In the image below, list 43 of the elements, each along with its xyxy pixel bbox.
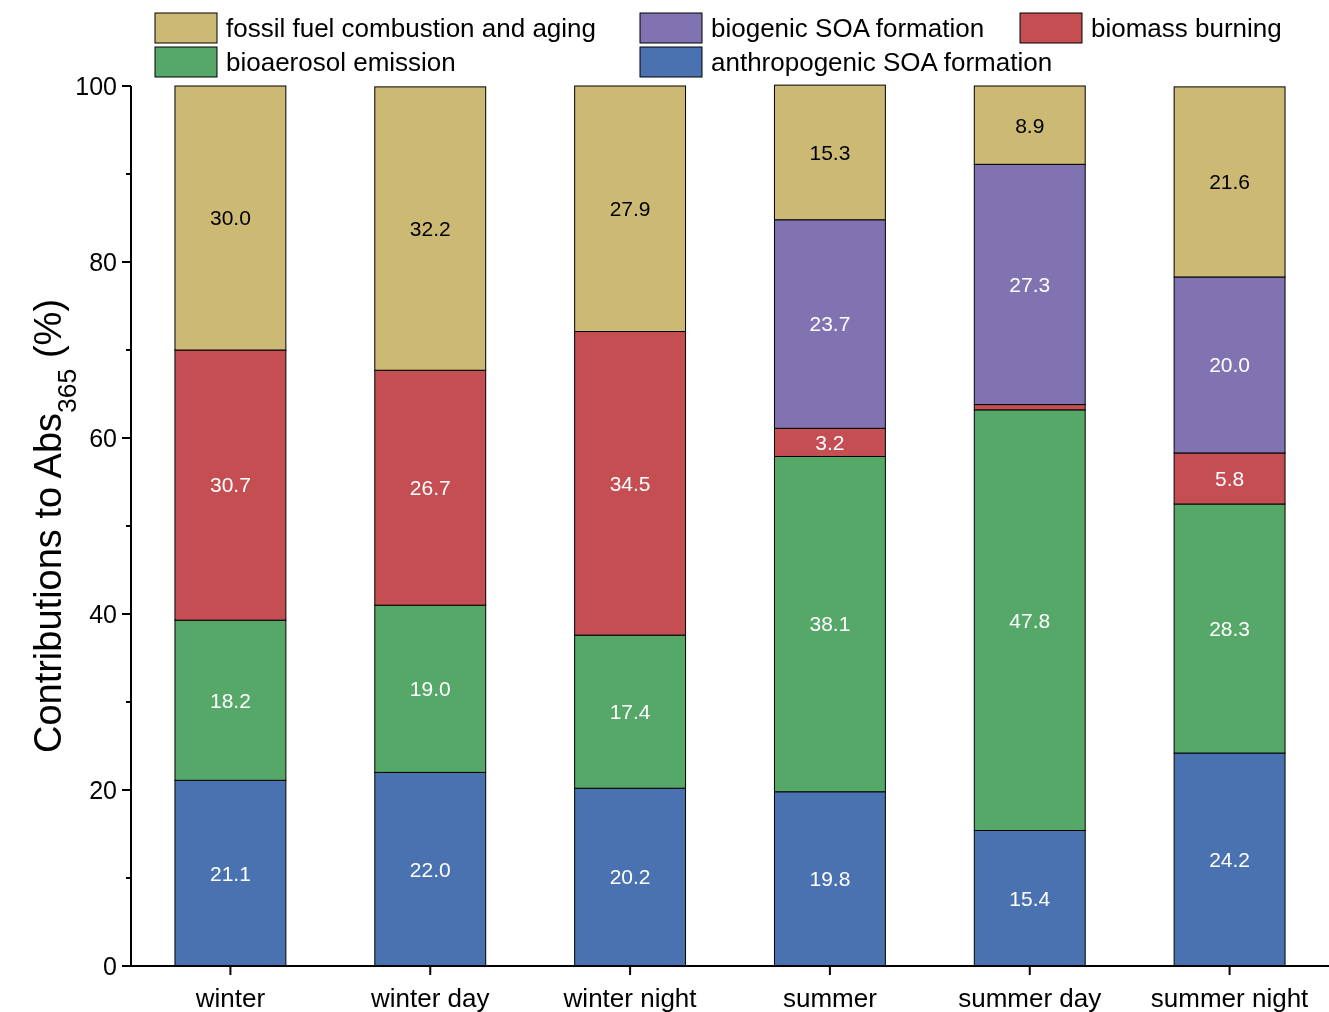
data-label: 28.3 (1209, 616, 1251, 640)
data-label: 20.0 (1209, 353, 1251, 377)
data-label: 27.3 (1009, 272, 1051, 296)
data-label: 27.9 (609, 197, 651, 221)
y-tick-label: 60 (89, 423, 117, 452)
data-label: 3.2 (815, 430, 845, 454)
y-tick-label: 80 (89, 247, 117, 276)
data-label: 24.2 (1209, 847, 1251, 871)
data-label: 17.4 (609, 700, 651, 724)
x-tick-label: winter day (370, 983, 490, 1012)
x-tick-label: summer day (958, 983, 1102, 1012)
data-label: 5.8 (1214, 466, 1245, 490)
x-tick-label: winter night (562, 983, 698, 1012)
x-tick-label: summer (782, 983, 878, 1012)
data-label: 30.0 (209, 206, 251, 230)
legend-label: biogenic SOA formation (711, 13, 985, 44)
data-label: 34.5 (609, 471, 651, 495)
data-label: 47.8 (1009, 608, 1051, 632)
data-label: 30.7 (209, 473, 251, 497)
y-tick-label: 40 (89, 599, 117, 628)
data-label: 15.4 (1009, 886, 1051, 910)
data-label: 21.6 (1209, 170, 1251, 194)
data-label: 18.2 (209, 688, 251, 712)
legend-label: anthropogenic SOA formation (711, 47, 1053, 78)
data-label: 23.7 (809, 312, 851, 336)
legend-label: biomass burning (1091, 13, 1282, 44)
data-label: 20.2 (609, 865, 651, 889)
y-tick-label: 0 (103, 951, 117, 980)
x-tick-label: summer night (1150, 983, 1310, 1012)
data-label: 21.1 (209, 861, 251, 885)
data-label: 19.0 (409, 677, 451, 701)
data-label: 8.9 (1015, 113, 1045, 137)
y-tick-label: 100 (75, 71, 117, 100)
data-label: 38.1 (809, 612, 851, 636)
x-tick-label: winter (194, 983, 266, 1012)
y-tick-label: 20 (89, 775, 117, 804)
data-label: 22.0 (409, 857, 451, 881)
legend-label: fossil fuel combustion and aging (226, 13, 597, 44)
data-label: 19.8 (809, 867, 851, 891)
data-label: 15.3 (809, 140, 851, 164)
legend-label: bioaerosol emission (226, 47, 456, 78)
data-label: 26.7 (409, 476, 451, 500)
data-label: 32.2 (409, 216, 451, 240)
